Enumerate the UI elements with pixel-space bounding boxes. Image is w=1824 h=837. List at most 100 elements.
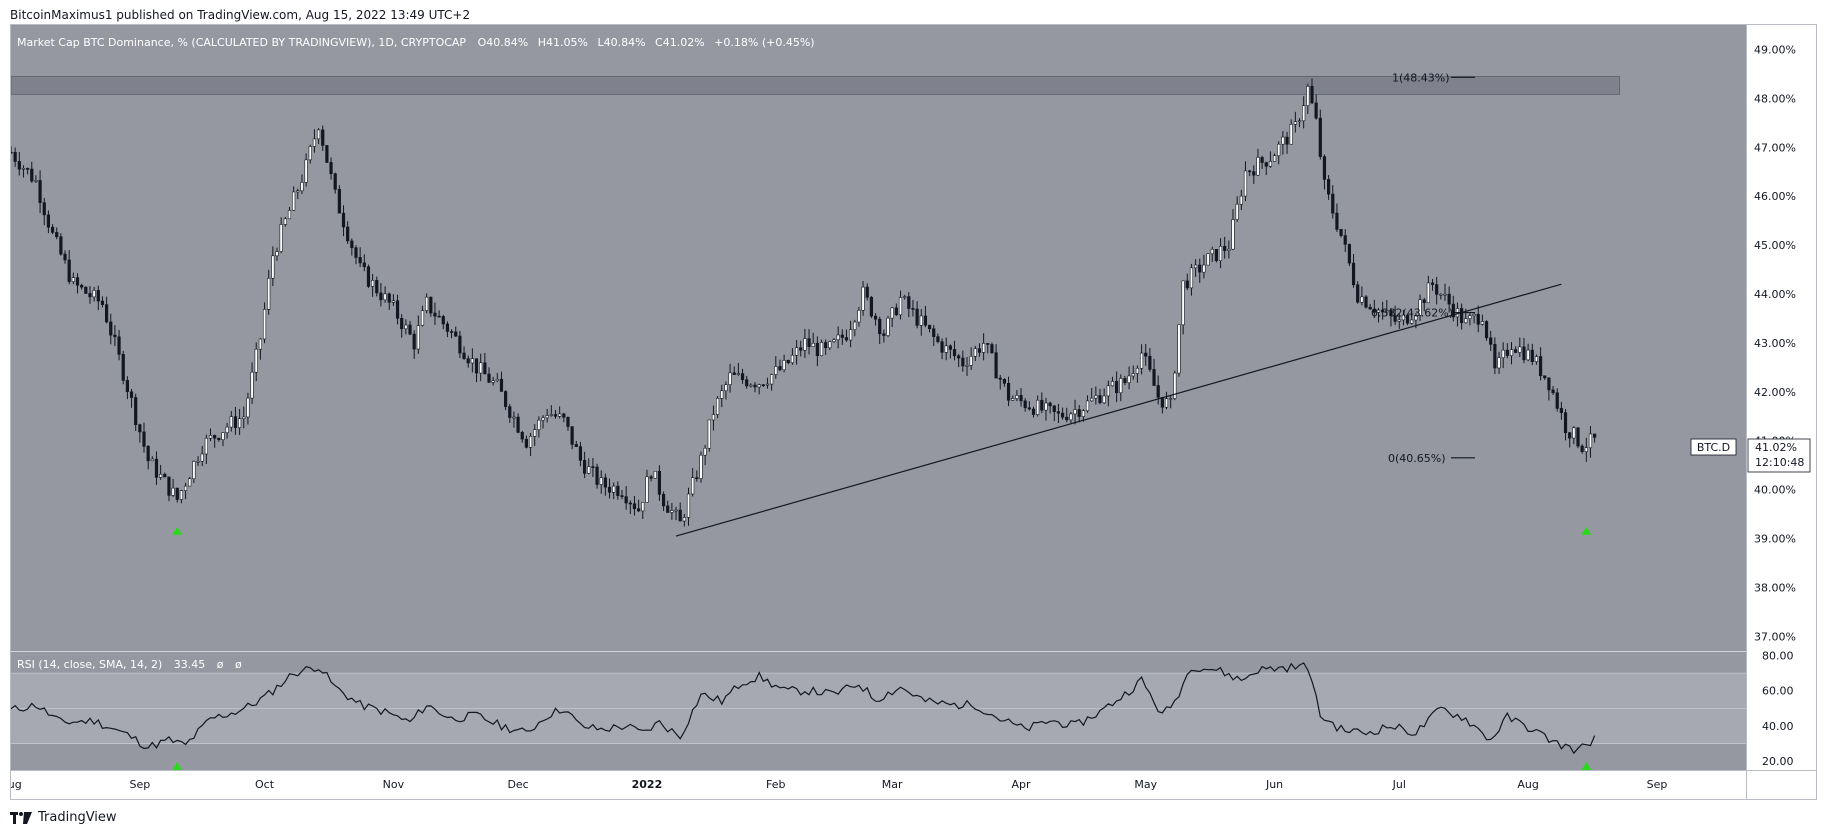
candle-body	[1351, 262, 1356, 286]
candle	[840, 329, 844, 345]
candle	[1002, 378, 1007, 387]
candle	[782, 354, 786, 373]
candle	[437, 310, 441, 318]
candle	[1019, 388, 1023, 407]
candle	[1530, 343, 1534, 366]
candle-body	[154, 458, 159, 478]
candle	[811, 332, 815, 347]
candle	[1110, 376, 1115, 387]
candle	[1073, 399, 1077, 425]
candle-body	[1202, 264, 1206, 273]
candle-body	[1065, 416, 1069, 421]
candle-body	[254, 348, 258, 373]
price-axis-tick-label: 48.00%	[1754, 92, 1796, 105]
candle	[982, 333, 986, 361]
candle-body	[1023, 400, 1027, 409]
candle	[358, 247, 362, 268]
candle	[441, 314, 445, 330]
candle	[1568, 432, 1572, 448]
candle-body	[121, 354, 125, 381]
candle	[1119, 374, 1123, 402]
candle-body	[977, 348, 982, 353]
candle-body	[30, 168, 34, 182]
candle	[998, 374, 1002, 390]
candle-body	[524, 438, 529, 448]
price-axis-panel[interactable]	[1746, 25, 1816, 799]
candle-body	[142, 431, 146, 447]
candle-body	[944, 345, 948, 353]
candle	[379, 283, 383, 307]
candle	[1538, 347, 1543, 381]
candle-body	[333, 173, 337, 190]
candle	[229, 410, 233, 432]
candle-body	[674, 509, 678, 512]
candle	[1181, 280, 1185, 335]
fib-level-label: 1(48.43%)	[1392, 71, 1450, 84]
candle	[150, 456, 154, 462]
candle	[1023, 398, 1027, 412]
candle	[454, 326, 458, 338]
candle-body	[757, 384, 761, 388]
chart-canvas[interactable]: 1(48.43%) 0.382(43.62%) 0(40.65%) 49.00% 48…	[0, 25, 1816, 799]
candle	[1451, 295, 1455, 322]
candle	[196, 456, 200, 466]
candle-body	[375, 280, 379, 294]
candle	[986, 343, 990, 354]
candle-body	[1272, 155, 1277, 162]
candle-body	[433, 312, 437, 317]
candle-body	[17, 161, 21, 170]
footer-brand: TradingView	[38, 810, 117, 825]
candle-body	[882, 333, 886, 336]
candle	[774, 356, 778, 379]
candle-body	[1127, 375, 1131, 384]
candle-body	[179, 490, 184, 500]
candle-body	[1401, 314, 1406, 321]
candle-body	[865, 286, 869, 298]
candle	[670, 502, 674, 520]
candle-body	[1123, 378, 1127, 384]
candle	[88, 286, 92, 304]
candle-body	[125, 380, 129, 393]
candle-body	[649, 476, 653, 479]
candle-body	[1414, 315, 1418, 321]
price-axis-tick-label: 43.00%	[1754, 337, 1796, 350]
candle-body	[171, 487, 175, 496]
candle-body	[1040, 399, 1044, 411]
candle-body	[84, 286, 88, 294]
candle	[1443, 283, 1447, 301]
rsi-legend-name: RSI (14, close, SMA, 14, 2)	[17, 658, 162, 671]
candle-body	[1285, 136, 1289, 145]
candle	[674, 506, 678, 521]
candle	[703, 444, 707, 466]
candle-body	[404, 324, 408, 330]
candle	[799, 340, 803, 357]
ascending-support-trendline[interactable]	[675, 283, 1562, 537]
candle-body	[1322, 156, 1327, 180]
candle	[1077, 405, 1081, 423]
candle-body	[1027, 407, 1031, 410]
candle-body	[878, 318, 882, 335]
candle	[616, 481, 620, 500]
candle	[1331, 185, 1335, 219]
candle	[861, 281, 865, 316]
candle	[728, 363, 732, 393]
candle-body	[1530, 349, 1534, 362]
candle-body	[1177, 324, 1181, 374]
candle-body	[753, 384, 757, 388]
candle	[948, 344, 952, 359]
candle	[961, 350, 965, 372]
candle-body	[670, 510, 674, 513]
candle-body	[778, 366, 782, 371]
candle	[649, 474, 653, 482]
candle	[1202, 254, 1206, 279]
candle-body	[1115, 381, 1119, 394]
candle-body	[71, 277, 75, 282]
candle	[134, 393, 138, 431]
candle-body	[1160, 397, 1164, 408]
candle-body	[366, 266, 371, 287]
candle-body	[391, 300, 395, 303]
main-pane[interactable]	[11, 25, 1746, 651]
candle-body	[21, 168, 26, 170]
candle-body	[55, 232, 59, 238]
candle-body	[1314, 102, 1318, 119]
